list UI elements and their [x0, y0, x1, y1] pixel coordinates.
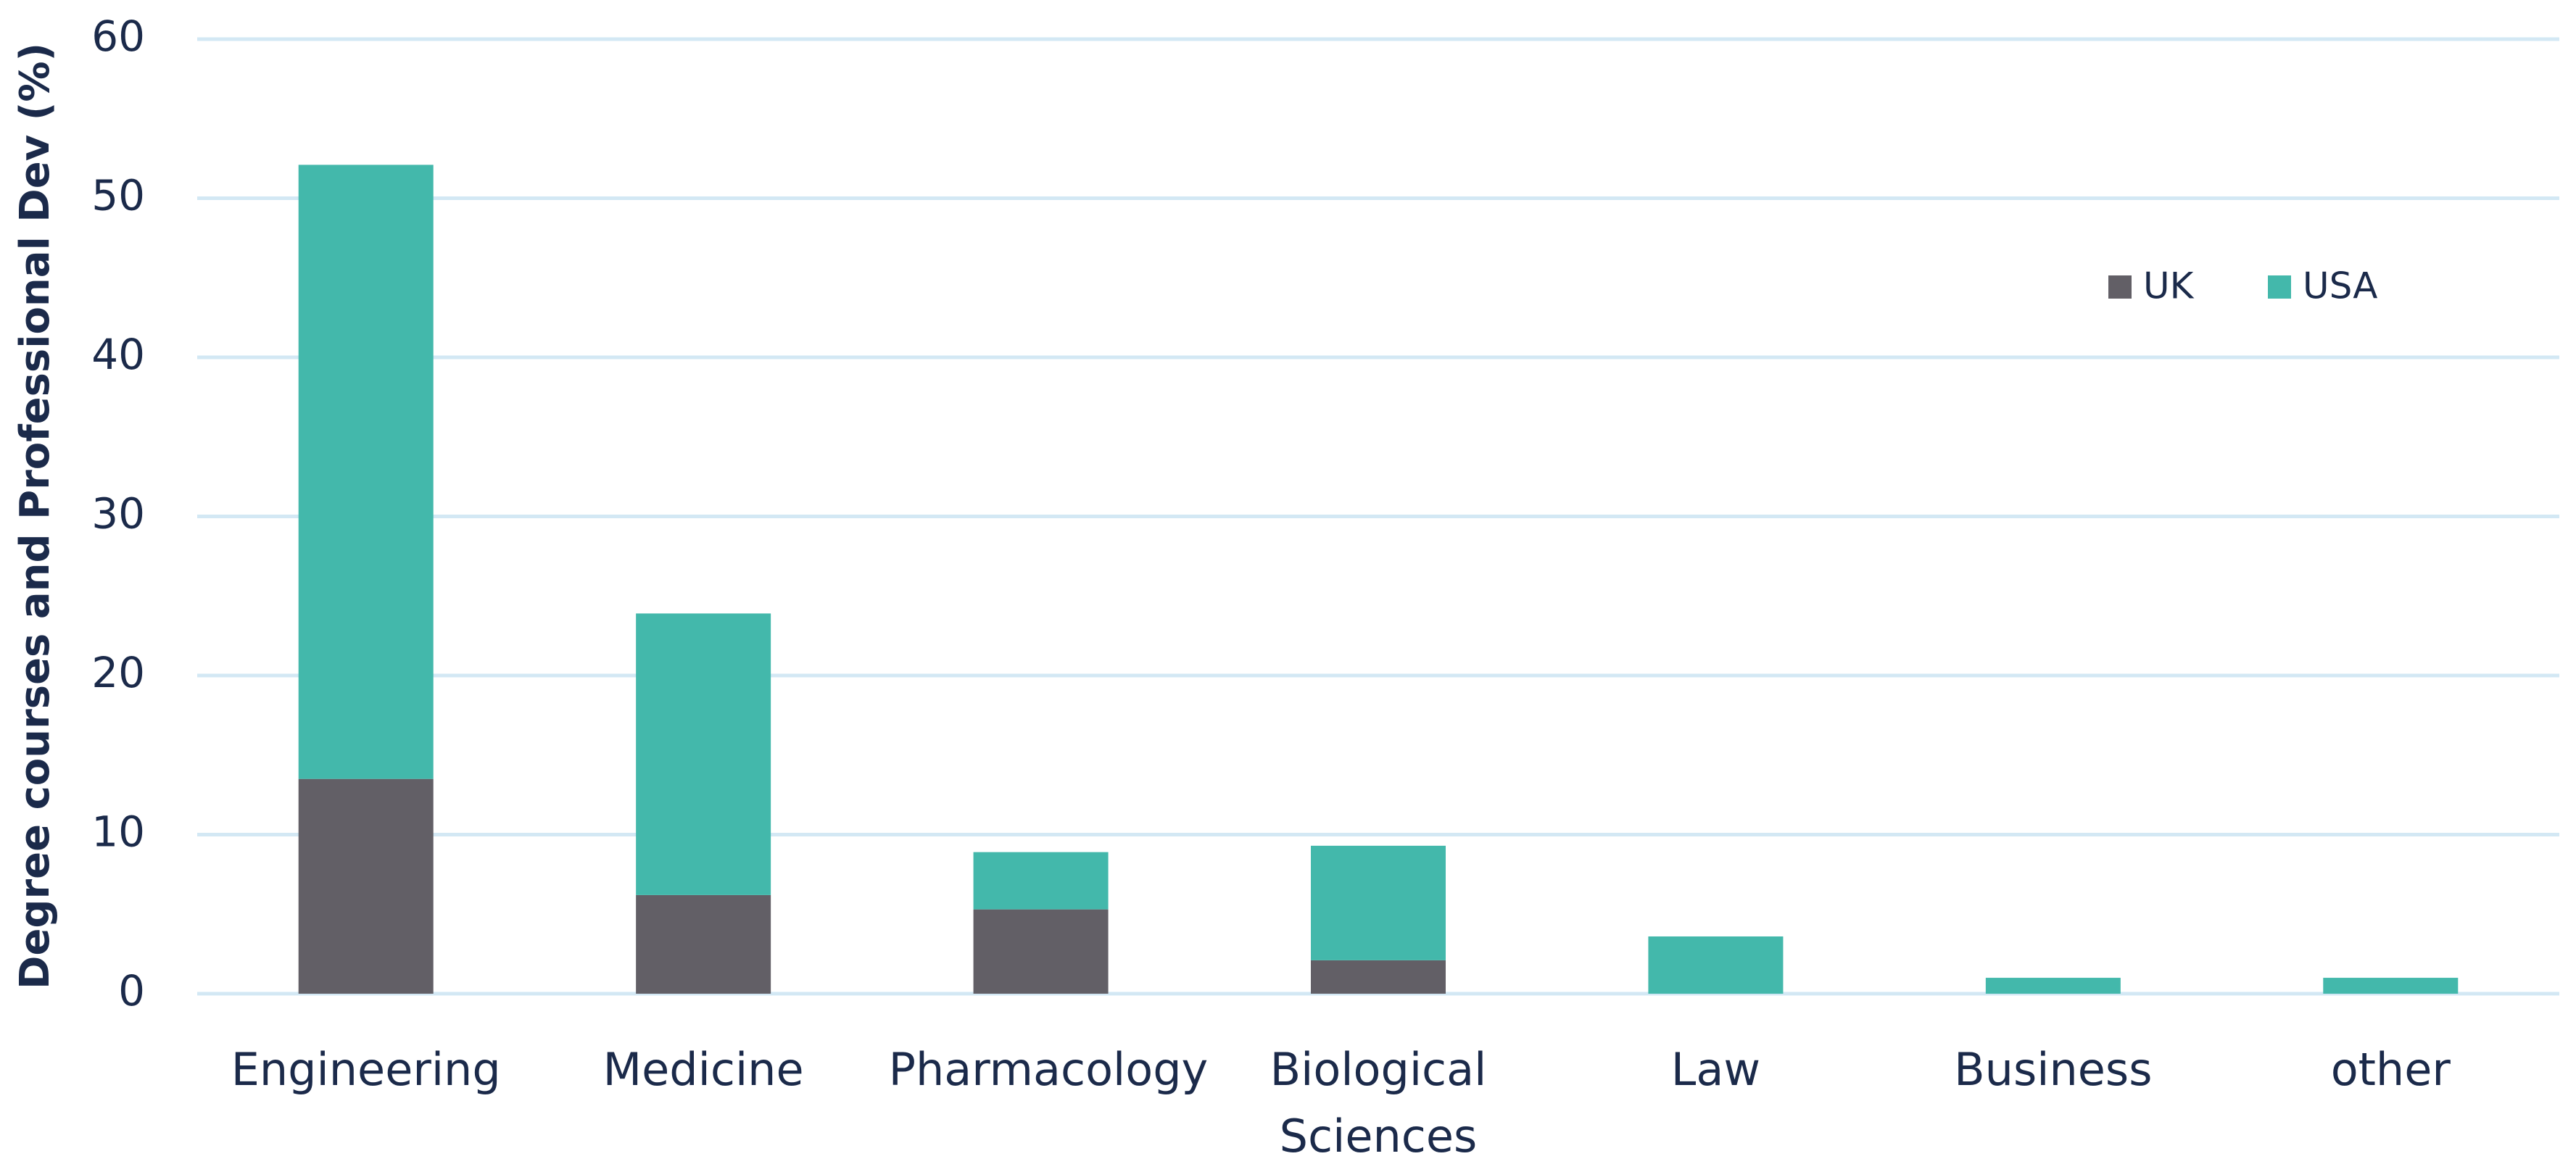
- y-axis-title: Degree courses and Professional Dev (%): [12, 43, 59, 989]
- y-tick-label: 60: [91, 12, 145, 61]
- y-tick-label: 0: [118, 966, 145, 1015]
- bar-segment: [636, 613, 771, 895]
- x-tick-label: Engineering: [231, 1043, 501, 1096]
- bar-segment: [973, 852, 1109, 910]
- bar-segment: [298, 778, 434, 994]
- y-tick-label: 20: [91, 648, 145, 697]
- y-tick-label: 50: [91, 171, 145, 220]
- bar-segment: [2323, 978, 2459, 994]
- legend-swatch: [2108, 275, 2132, 299]
- legend-swatch: [2268, 275, 2291, 299]
- x-tick-label: Business: [1954, 1043, 2153, 1096]
- x-tick-label: Law: [1670, 1043, 1761, 1096]
- bar-segment: [636, 894, 771, 994]
- bar-segment: [1311, 845, 1446, 960]
- bar-segment: [1311, 960, 1446, 994]
- y-tick-label: 40: [91, 330, 145, 379]
- bar-segment: [298, 165, 434, 779]
- x-tick-label: other: [2330, 1043, 2451, 1096]
- bar-segment: [973, 909, 1109, 994]
- y-tick-label: 30: [91, 489, 145, 539]
- bar-segment: [1648, 936, 1784, 994]
- x-tick-label: Pharmacology: [888, 1043, 1209, 1096]
- bar-segment: [1985, 978, 2121, 994]
- x-tick-label: Medicine: [602, 1043, 804, 1096]
- x-tick-label: Biological Sciences: [1270, 1043, 1487, 1163]
- legend-label: UK: [2143, 265, 2195, 307]
- legend-label: USA: [2303, 265, 2377, 307]
- y-tick-label: 10: [91, 807, 145, 857]
